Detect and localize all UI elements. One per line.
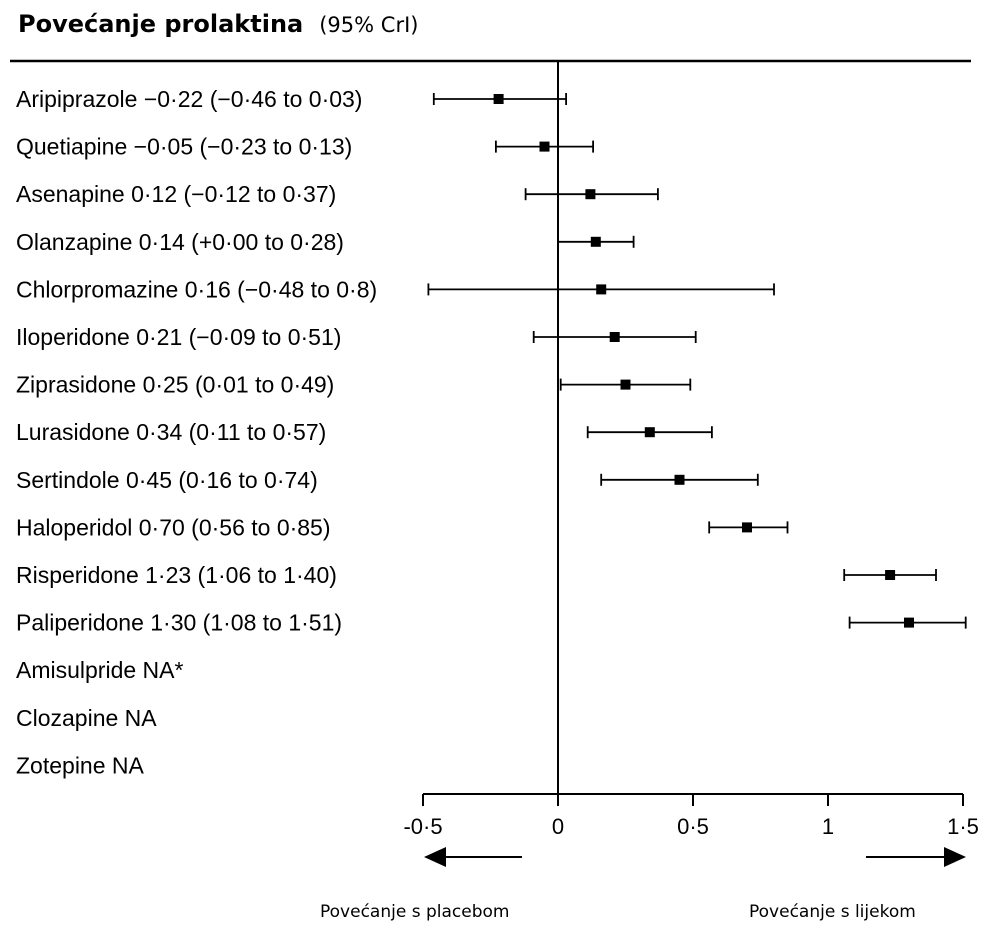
right-arrow-icon <box>944 847 966 867</box>
forest-row: Clozapine NA <box>16 705 157 731</box>
row-label: Iloperidone 0·21 (−0·09 to 0·51) <box>16 324 341 350</box>
x-axis: -0·5 0 0·5 1 1·5 <box>403 793 979 839</box>
row-label: Zotepine NA <box>16 752 145 778</box>
row-label: Paliperidone 1·30 (1·08 to 1·51) <box>16 610 342 636</box>
point-estimate <box>590 236 601 247</box>
forest-row: Asenapine 0·12 (−0·12 to 0·37) <box>16 181 659 207</box>
row-label: Amisulpride NA* <box>16 657 183 683</box>
row-label: Risperidone 1·23 (1·06 to 1·40) <box>16 562 337 588</box>
point-estimate <box>904 617 914 628</box>
row-label: Asenapine 0·12 (−0·12 to 0·37) <box>16 181 336 207</box>
forest-row: Paliperidone 1·30 (1·08 to 1·51) <box>16 610 967 636</box>
row-label: Aripiprazole −0·22 (−0·46 to 0·03) <box>16 86 362 112</box>
row-label: Ziprasidone 0·25 (0·01 to 0·49) <box>16 372 334 398</box>
chart-subtitle: (95% CrI) <box>319 13 419 37</box>
x-tick-label: 1·5 <box>947 814 979 839</box>
x-tick-label: 0·5 <box>677 814 709 839</box>
x-tick-label: -0·5 <box>403 814 442 839</box>
point-estimate <box>620 379 631 390</box>
point-estimate <box>539 141 550 152</box>
forest-row: Chlorpromazine 0·16 (−0·48 to 0·8) <box>16 276 775 302</box>
point-estimate <box>885 570 896 580</box>
forest-row: Zotepine NA <box>16 752 145 778</box>
point-estimate <box>493 94 504 104</box>
chart-title: Povećanje prolaktina <box>18 10 304 38</box>
row-label: Haloperidol 0·70 (0·56 to 0·85) <box>16 514 331 540</box>
point-estimate <box>644 427 655 438</box>
point-estimate <box>585 189 596 200</box>
rows-layer: Aripiprazole −0·22 (−0·46 to 0·03) Quetia… <box>16 61 967 794</box>
forest-row: Risperidone 1·23 (1·06 to 1·40) <box>16 562 937 588</box>
x-tick-label: 1 <box>822 814 834 839</box>
row-label: Olanzapine 0·14 (+0·00 to 0·28) <box>16 229 344 255</box>
forest-row: Aripiprazole −0·22 (−0·46 to 0·03) <box>16 86 567 112</box>
point-estimate <box>674 474 685 485</box>
forest-row: Haloperidol 0·70 (0·56 to 0·85) <box>16 514 789 540</box>
row-label: Sertindole 0·45 (0·16 to 0·74) <box>16 467 318 493</box>
direction-indicator-left <box>424 847 522 867</box>
forest-row: Olanzapine 0·14 (+0·00 to 0·28) <box>16 229 635 255</box>
forest-row: Sertindole 0·45 (0·16 to 0·74) <box>16 467 759 493</box>
forest-row: Lurasidone 0·34 (0·11 to 0·57) <box>16 419 713 445</box>
point-estimate <box>596 284 607 295</box>
forest-row: Iloperidone 0·21 (−0·09 to 0·51) <box>16 324 697 350</box>
left-arrow-icon <box>424 847 446 867</box>
direction-indicator-right <box>866 847 966 867</box>
point-estimate <box>742 522 752 533</box>
direction-label-placebo: Povećanje s placebom <box>320 902 509 922</box>
row-label: Lurasidone 0·34 (0·11 to 0·57) <box>16 419 326 445</box>
direction-label-drug: Povećanje s lijekom <box>749 902 916 922</box>
x-tick-label: 0 <box>552 814 564 839</box>
forest-row: Quetiapine −0·05 (−0·23 to 0·13) <box>16 134 594 160</box>
chart-title-row: Povećanje prolaktina (95% CrI) <box>18 10 418 50</box>
row-label: Chlorpromazine 0·16 (−0·48 to 0·8) <box>16 276 377 302</box>
forest-row: Amisulpride NA* <box>16 657 183 683</box>
forest-row: Ziprasidone 0·25 (0·01 to 0·49) <box>16 372 692 398</box>
point-estimate <box>609 332 620 342</box>
row-label: Clozapine NA <box>16 705 157 731</box>
row-label: Quetiapine −0·05 (−0·23 to 0·13) <box>16 134 352 160</box>
